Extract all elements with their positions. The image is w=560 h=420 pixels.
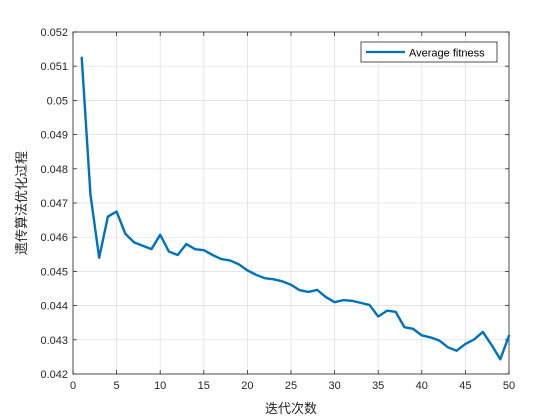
x-tick-label: 0 xyxy=(70,380,76,392)
x-tick-label: 35 xyxy=(372,380,384,392)
x-tick-label: 15 xyxy=(198,380,210,392)
y-tick-label: 0.052 xyxy=(40,27,68,39)
x-tick-label: 45 xyxy=(459,380,471,392)
y-tick-label: 0.043 xyxy=(40,335,68,347)
x-tick-label: 20 xyxy=(241,380,253,392)
y-tick-label: 0.047 xyxy=(40,198,68,210)
x-tick-label: 40 xyxy=(416,380,428,392)
series-layer xyxy=(80,56,511,361)
y-tick-label: 0.051 xyxy=(40,61,68,73)
series-line-average-fitness xyxy=(80,56,511,361)
axis-ticks: 0 5 10 15 20 25 30 35 40 45 50 0.042 0.043 0.044 0.045… xyxy=(40,27,515,392)
x-axis-label: 迭代次数 xyxy=(265,401,317,416)
x-tick-label: 25 xyxy=(285,380,297,392)
x-tick-label: 30 xyxy=(328,380,340,392)
y-tick-label: 0.044 xyxy=(40,301,68,313)
x-tick-label: 10 xyxy=(154,380,166,392)
y-tick-label: 0.05 xyxy=(47,95,68,107)
y-tick-label: 0.042 xyxy=(40,369,68,381)
y-tick-label: 0.046 xyxy=(40,232,68,244)
legend: Average fitness xyxy=(360,41,498,63)
legend-box xyxy=(360,41,498,63)
x-tick-label: 50 xyxy=(503,380,515,392)
y-tick-label: 0.048 xyxy=(40,164,68,176)
y-tick-label: 0.045 xyxy=(40,266,68,278)
y-tick-label: 0.049 xyxy=(40,130,68,142)
x-tick-label: 5 xyxy=(114,380,120,392)
y-axis-label: 遗传算法优化过程 xyxy=(14,151,29,255)
legend-label: Average fitness xyxy=(409,48,485,60)
